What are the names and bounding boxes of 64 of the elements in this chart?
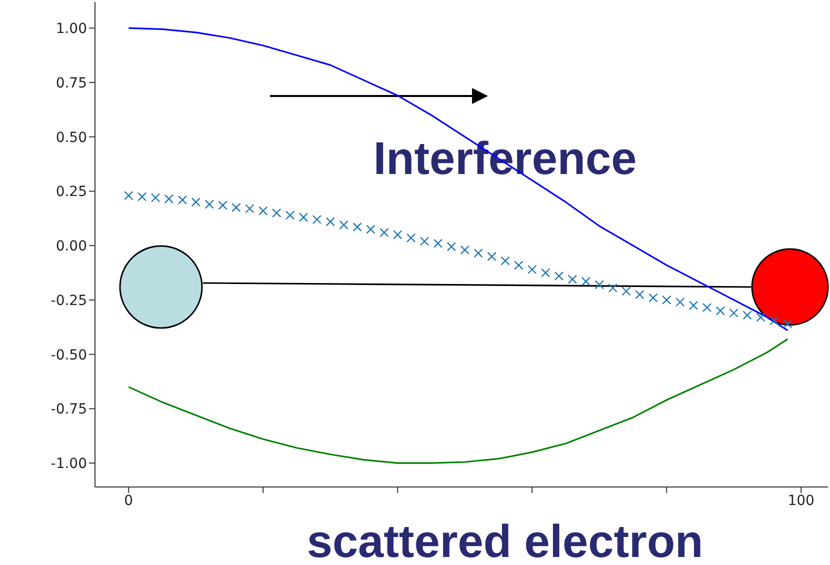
point	[568, 274, 578, 284]
point	[581, 276, 591, 286]
point	[635, 290, 644, 300]
point	[742, 310, 752, 320]
point	[783, 319, 792, 328]
point	[648, 293, 658, 302]
point	[460, 245, 470, 255]
point	[608, 283, 618, 293]
point	[756, 312, 766, 322]
point	[594, 280, 604, 290]
point	[487, 252, 496, 262]
point	[258, 206, 268, 216]
y-tick-label: 1.00	[56, 21, 87, 38]
point	[380, 228, 389, 238]
point	[446, 242, 456, 252]
point	[285, 210, 295, 220]
point	[406, 233, 416, 243]
point	[675, 298, 685, 307]
point	[393, 230, 402, 240]
point	[366, 224, 376, 234]
y-tick-label: 0.50	[56, 130, 87, 146]
y-tick-label: -0.25	[50, 292, 87, 309]
point	[245, 204, 254, 214]
point	[474, 248, 483, 258]
point	[339, 220, 348, 230]
point	[662, 295, 672, 305]
point	[500, 256, 510, 266]
point	[326, 217, 335, 226]
point	[191, 197, 200, 207]
point	[218, 200, 228, 210]
x-tick-label: 100	[788, 492, 814, 509]
point	[514, 260, 524, 270]
line-series	[128, 27, 788, 332]
point	[312, 214, 322, 224]
point	[729, 308, 738, 318]
point	[622, 286, 631, 296]
point	[716, 306, 726, 316]
y-tick-label: 0.75	[56, 75, 87, 92]
point	[540, 268, 550, 278]
text: scattered electron	[306, 515, 704, 565]
point	[232, 202, 241, 212]
point	[178, 195, 188, 205]
y-tick-label: -1.00	[50, 456, 87, 472]
line-series	[128, 338, 788, 464]
y-tick-label: 0.00	[56, 238, 87, 255]
point	[124, 190, 134, 200]
point	[150, 193, 160, 202]
point	[770, 316, 779, 326]
point	[204, 200, 214, 209]
point	[702, 302, 712, 312]
point	[433, 238, 443, 248]
point	[420, 236, 430, 246]
y-tick-label: -0.50	[50, 347, 87, 364]
point	[352, 222, 362, 232]
point	[272, 208, 282, 218]
point	[554, 271, 564, 281]
point	[298, 212, 308, 222]
point	[528, 264, 537, 274]
y-tick-label: -0.75	[50, 402, 87, 418]
x-tick-label: 0	[124, 492, 134, 509]
point	[688, 300, 698, 310]
point	[137, 192, 147, 202]
point	[164, 194, 174, 204]
y-tick-label: 0.25	[56, 184, 87, 200]
